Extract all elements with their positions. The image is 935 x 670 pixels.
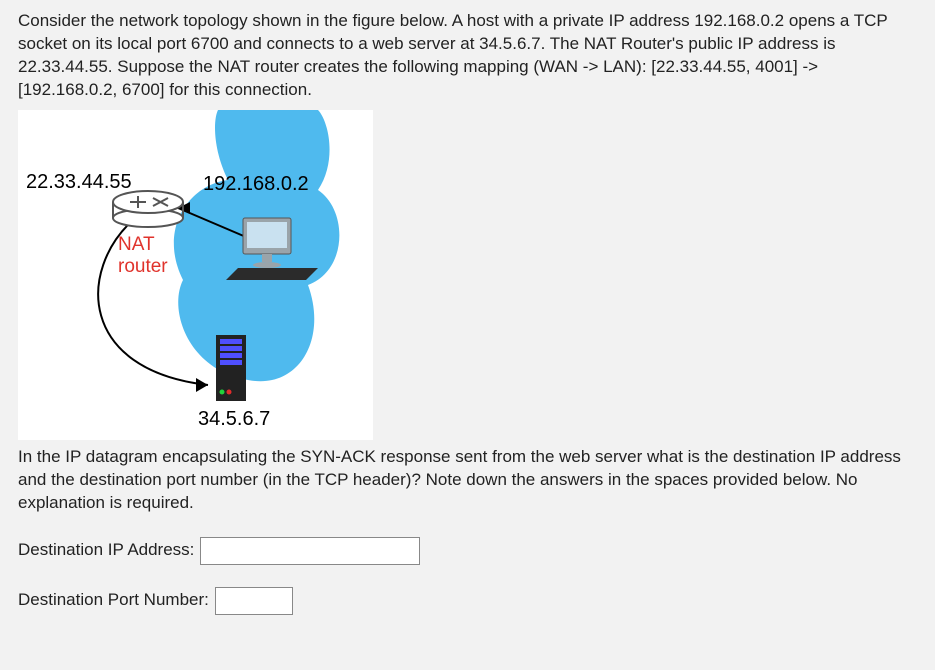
destination-port-input[interactable] <box>215 587 293 615</box>
port-field-label: Destination Port Number: <box>18 589 209 612</box>
server-ip-label: 34.5.6.7 <box>198 408 270 430</box>
intro-paragraph: Consider the network topology shown in t… <box>18 10 917 102</box>
wan-ip-label: 22.33.44.55 <box>26 171 132 193</box>
arrow-to-server <box>196 378 208 392</box>
web-server-icon <box>216 335 246 401</box>
question-container: Consider the network topology shown in t… <box>0 0 935 670</box>
network-diagram: 22.33.44.55 192.168.0.2 34.5.6.7 NAT rou… <box>18 110 373 440</box>
question-paragraph: In the IP datagram encapsulating the SYN… <box>18 446 917 515</box>
diagram-svg: 22.33.44.55 192.168.0.2 34.5.6.7 NAT rou… <box>18 110 373 440</box>
port-field-row: Destination Port Number: <box>18 587 917 615</box>
lan-ip-label: 192.168.0.2 <box>203 173 309 195</box>
destination-ip-input[interactable] <box>200 537 420 565</box>
nat-label-1: NAT <box>118 234 155 255</box>
ip-field-label: Destination IP Address: <box>18 539 194 562</box>
ip-field-row: Destination IP Address: <box>18 537 917 565</box>
nat-router-icon <box>113 191 183 227</box>
nat-label-2: router <box>118 256 168 277</box>
